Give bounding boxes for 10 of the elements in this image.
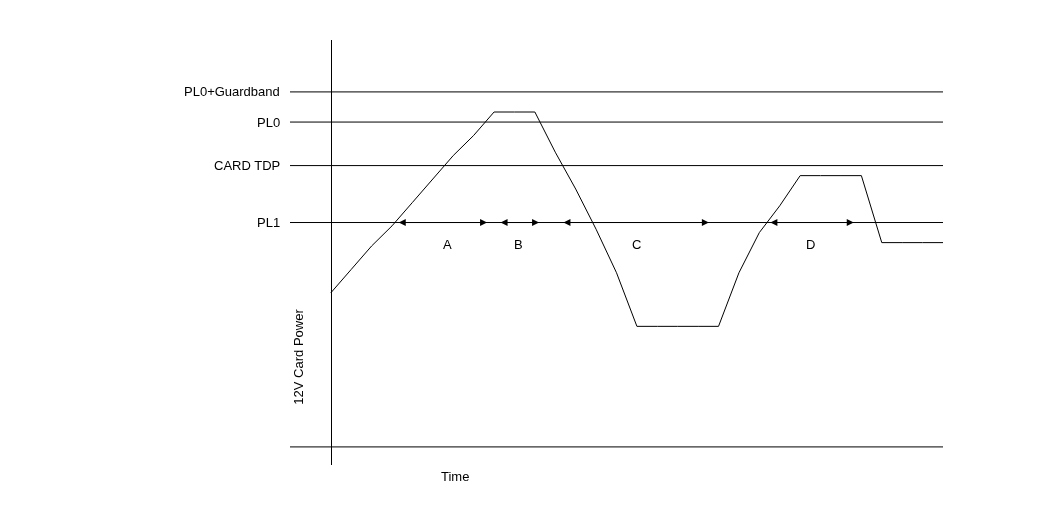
ref-line-label: PL1 (257, 215, 281, 230)
ref-line-label: CARD TDP (214, 158, 281, 173)
y-axis-title: 12V Card Power (290, 308, 306, 405)
annotation: C (632, 237, 642, 252)
ref-line-label: PL0+Guardband (184, 84, 280, 99)
annotation: A (443, 237, 452, 252)
x-axis-title: Time (441, 469, 470, 484)
annotation: D (806, 237, 816, 252)
ref-line-label: PL0 (257, 115, 281, 130)
annotation: B (514, 237, 523, 252)
